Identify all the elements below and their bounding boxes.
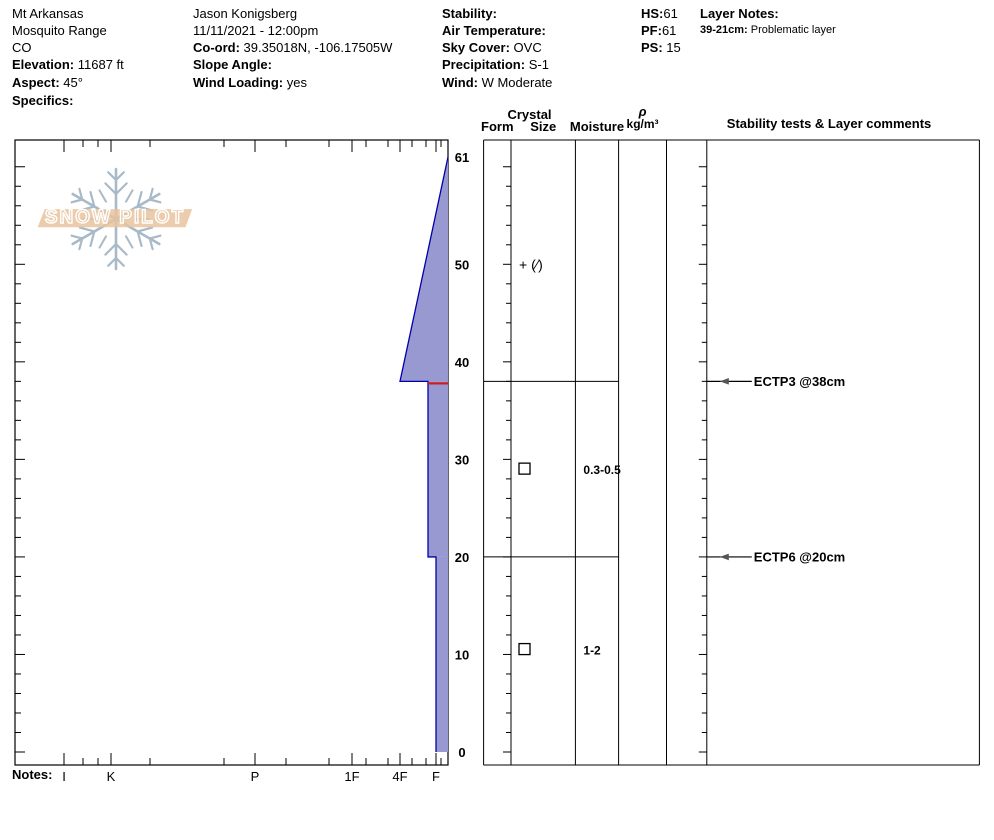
svg-text:1-2: 1-2	[583, 644, 601, 658]
svg-text:0: 0	[458, 745, 465, 760]
svg-text:kg/m³: kg/m³	[627, 117, 659, 131]
svg-text:Size: Size	[530, 119, 556, 134]
svg-text:40: 40	[455, 355, 469, 370]
svg-text:10: 10	[455, 647, 469, 662]
svg-text:I: I	[62, 769, 66, 784]
svg-text:Moisture: Moisture	[570, 119, 624, 134]
svg-text:P: P	[251, 769, 260, 784]
svg-text:SNOW PILOT: SNOW PILOT	[45, 207, 185, 228]
svg-text:Stability tests & Layer commen: Stability tests & Layer comments	[727, 116, 931, 131]
svg-text:50: 50	[455, 257, 469, 272]
svg-text:+ (∕): + (∕)	[519, 256, 543, 272]
svg-text:ECTP3 @38cm: ECTP3 @38cm	[754, 374, 845, 389]
svg-text:30: 30	[455, 452, 469, 467]
svg-text:1F: 1F	[344, 769, 359, 784]
svg-text:61: 61	[455, 150, 469, 165]
svg-text:ECTP6 @20cm: ECTP6 @20cm	[754, 549, 845, 564]
svg-text:20: 20	[455, 550, 469, 565]
svg-text:4F: 4F	[392, 769, 407, 784]
svg-text:F: F	[432, 769, 440, 784]
svg-text:0.3-0.5: 0.3-0.5	[583, 463, 621, 477]
svg-text:K: K	[107, 769, 116, 784]
